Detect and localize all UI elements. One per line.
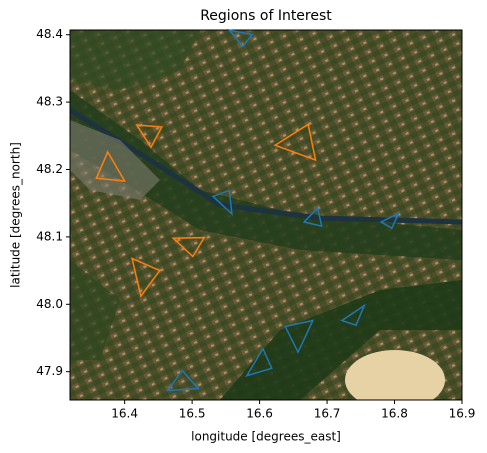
y-axis-label: latitude [degrees_north] bbox=[9, 142, 23, 288]
y-tick-label: 47.9 bbox=[36, 364, 63, 378]
x-tick-label: 16.8 bbox=[381, 407, 408, 421]
region-outline bbox=[166, 369, 200, 392]
x-tick-label: 16.9 bbox=[449, 407, 476, 421]
x-tick-label: 16.4 bbox=[111, 407, 138, 421]
y-tick-label: 48.4 bbox=[36, 27, 63, 41]
x-tick-label: 16.5 bbox=[179, 407, 206, 421]
region-outline bbox=[135, 124, 163, 149]
satellite-image bbox=[70, 30, 462, 400]
x-axis-label: longitude [degrees_east] bbox=[191, 430, 341, 444]
region-outline bbox=[340, 303, 366, 327]
x-tick-label: 16.7 bbox=[314, 407, 341, 421]
region-outline bbox=[284, 319, 315, 354]
region-outline bbox=[302, 206, 323, 228]
region-outline bbox=[273, 123, 317, 162]
region-outline bbox=[245, 347, 273, 378]
region-outline bbox=[211, 189, 233, 216]
axes-frame bbox=[69, 29, 463, 401]
x-tick-label: 16.6 bbox=[246, 407, 273, 421]
y-tick-label: 48.2 bbox=[36, 162, 63, 176]
region-outline bbox=[227, 28, 254, 48]
y-tick-label: 48.1 bbox=[36, 229, 63, 243]
y-tick-label: 48.3 bbox=[36, 95, 63, 109]
chart-title: Regions of Interest bbox=[200, 8, 332, 24]
region-outline bbox=[171, 236, 206, 258]
y-tick-label: 48.0 bbox=[36, 297, 63, 311]
region-outline bbox=[379, 211, 401, 230]
region-outline bbox=[131, 257, 161, 298]
region-outline bbox=[95, 150, 127, 182]
